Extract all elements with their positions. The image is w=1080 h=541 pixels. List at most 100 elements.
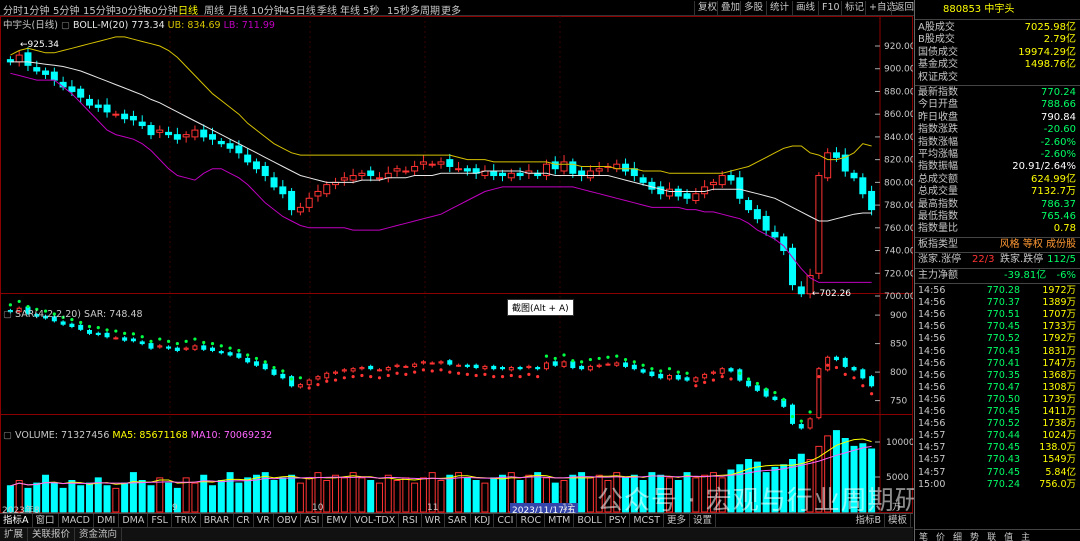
indicator-tab-13[interactable]: VOL-TDX — [351, 514, 400, 527]
indicator-tab-16[interactable]: SAR — [445, 514, 471, 527]
period-4[interactable]: 30分钟 — [115, 6, 148, 17]
indicator-tab-23[interactable]: MCST — [630, 514, 665, 527]
separator — [915, 283, 1080, 284]
candle-body — [815, 175, 823, 274]
bottom-tab-0[interactable]: 扩展 — [0, 528, 29, 541]
net-flow-value: -39.81亿 — [1004, 269, 1047, 281]
indicator-right-tab-1[interactable]: 模板 — [885, 514, 911, 527]
period-10[interactable]: 45日线 — [283, 6, 316, 17]
indicator-tab-19[interactable]: ROC — [517, 514, 546, 527]
indicator-tab-2[interactable]: MACD — [59, 514, 94, 527]
quote-tab-1[interactable]: 价 — [936, 533, 946, 541]
quote-tab-3[interactable]: 势 — [970, 533, 980, 541]
x-axis-label: 2023/11/17/五 — [510, 503, 578, 516]
indicator-tab-bar: 指标A 窗口 MACD DMI DMA FSL TRIX BRAR CR VR OBV ASI EMV V… — [0, 513, 913, 527]
sar-tick-label: 800 — [890, 368, 907, 378]
indicator-tab-14[interactable]: RSI — [399, 514, 422, 527]
indicator-tab-24[interactable]: 更多 — [664, 514, 691, 527]
bottom-tab-1[interactable]: 关联报价 — [28, 528, 76, 541]
indicator-tab-22[interactable]: PSY — [606, 514, 631, 527]
indicator-tab-9[interactable]: VR — [254, 514, 274, 527]
toolbar-button-1[interactable]: 叠加 — [717, 1, 743, 15]
candle-body — [753, 209, 761, 220]
indicator-tab-8[interactable]: CR — [234, 514, 254, 527]
indicator-tab-6[interactable]: TRIX — [172, 514, 201, 527]
toolbar-button-2[interactable]: 多股 — [740, 1, 766, 15]
volume-bar — [613, 472, 621, 513]
quote-tab-5[interactable]: 值 — [1004, 533, 1014, 541]
indicator-tab-18[interactable]: CCI — [494, 514, 518, 527]
period-15[interactable]: 多周期 — [410, 6, 440, 17]
sar-candle-body — [69, 323, 75, 328]
quote-tab-6[interactable]: 主 — [1021, 533, 1031, 541]
period-16[interactable]: 更多 — [441, 6, 461, 17]
period-1[interactable]: 1分钟 — [23, 6, 50, 17]
toolbar-button-7[interactable]: +自选 — [865, 1, 899, 15]
indicator-tab-17[interactable]: KDJ — [471, 514, 495, 527]
period-6[interactable]: 日线 — [178, 6, 198, 17]
tick-volume: 1368万 — [1042, 369, 1076, 381]
toolbar-button-4[interactable]: 画线 — [792, 1, 818, 15]
sar-candle-body — [218, 351, 224, 354]
tick-volume: 1549万 — [1042, 454, 1076, 466]
volume-bar — [209, 485, 217, 513]
tick-volume: 1738万 — [1042, 418, 1076, 430]
period-9[interactable]: 10分钟 — [251, 6, 284, 17]
decline-label: 跌家.跌停 — [1000, 254, 1044, 266]
period-2[interactable]: 5分钟 — [53, 6, 80, 17]
quote-tab-4[interactable]: 联 — [987, 533, 997, 541]
candle-body — [200, 129, 208, 138]
sar-dot — [448, 370, 452, 374]
bottom-tab-2[interactable]: 资金流向 — [75, 528, 123, 541]
indicator-tab-21[interactable]: BOLL — [574, 514, 606, 527]
tick-time: 14:56 — [918, 297, 946, 309]
quote-value: 765.46 — [1041, 211, 1076, 222]
toolbar-button-8[interactable]: 返回 — [891, 1, 917, 15]
quote-tab-0[interactable]: 笔 — [919, 533, 929, 541]
indicator-right-tab-0[interactable]: 指标B — [852, 514, 885, 527]
period-7[interactable]: 周线 — [204, 6, 224, 17]
period-13[interactable]: 5秒 — [363, 6, 380, 17]
boll-lower-line — [10, 72, 872, 283]
indicator-tab-0[interactable]: 指标A — [0, 514, 33, 527]
period-5[interactable]: 60分钟 — [145, 6, 178, 17]
sar-dot — [413, 370, 417, 374]
volume-bar — [165, 482, 173, 513]
period-8[interactable]: 月线 — [228, 6, 248, 17]
period-14[interactable]: 15秒 — [387, 6, 410, 17]
sar-dot — [650, 367, 654, 371]
toolbar-button-3[interactable]: 统计 — [766, 1, 792, 15]
period-3[interactable]: 15分钟 — [83, 6, 116, 17]
indicator-tab-7[interactable]: BRAR — [201, 514, 234, 527]
indicator-tab-25[interactable]: 设置 — [690, 514, 717, 527]
indicator-tab-15[interactable]: WR — [422, 514, 445, 527]
candle-body — [745, 200, 753, 211]
indicator-tab-5[interactable]: FSL — [148, 514, 172, 527]
period-11[interactable]: 季线 — [317, 6, 337, 17]
indicator-tab-3[interactable]: DMI — [94, 514, 120, 527]
period-12[interactable]: 年线 — [340, 6, 360, 17]
candle-body — [165, 131, 173, 136]
period-0[interactable]: 分时 — [3, 6, 23, 17]
index-stat-row: 总成交量 7132.7万 — [918, 186, 1078, 198]
volume-bar — [709, 472, 717, 513]
indicator-tab-10[interactable]: OBV — [274, 514, 302, 527]
toolbar-button-0[interactable]: 复权 — [694, 1, 720, 15]
indicator-tab-4[interactable]: DMA — [119, 514, 149, 527]
sar-candle-body — [429, 362, 435, 365]
sar-candle-body — [86, 329, 92, 334]
toolbar-button-6[interactable]: 标记 — [841, 1, 867, 15]
toolbar-button-5[interactable]: F10 — [818, 1, 843, 15]
indicator-tab-20[interactable]: MTM — [545, 514, 575, 527]
indicator-tab-11[interactable]: ASI — [301, 514, 324, 527]
quote-value: -2.60% — [1040, 136, 1076, 148]
indicator-tab-12[interactable]: EMV — [323, 514, 352, 527]
indicator-tab-1[interactable]: 窗口 — [33, 514, 59, 527]
quote-tab-2[interactable]: 细 — [953, 533, 963, 541]
quote-key: 指数涨幅 — [918, 136, 958, 148]
chart-area[interactable]: 920.00 900.00 880.00 860.00 840.00 820.00 800.… — [0, 16, 913, 516]
board-type-value[interactable]: 风格 等权 成份股 — [999, 238, 1076, 250]
sar-dot — [465, 372, 469, 376]
sar-dot — [140, 335, 144, 339]
chart-canvas[interactable]: 920.00 900.00 880.00 860.00 840.00 820.00 800.… — [0, 16, 913, 513]
